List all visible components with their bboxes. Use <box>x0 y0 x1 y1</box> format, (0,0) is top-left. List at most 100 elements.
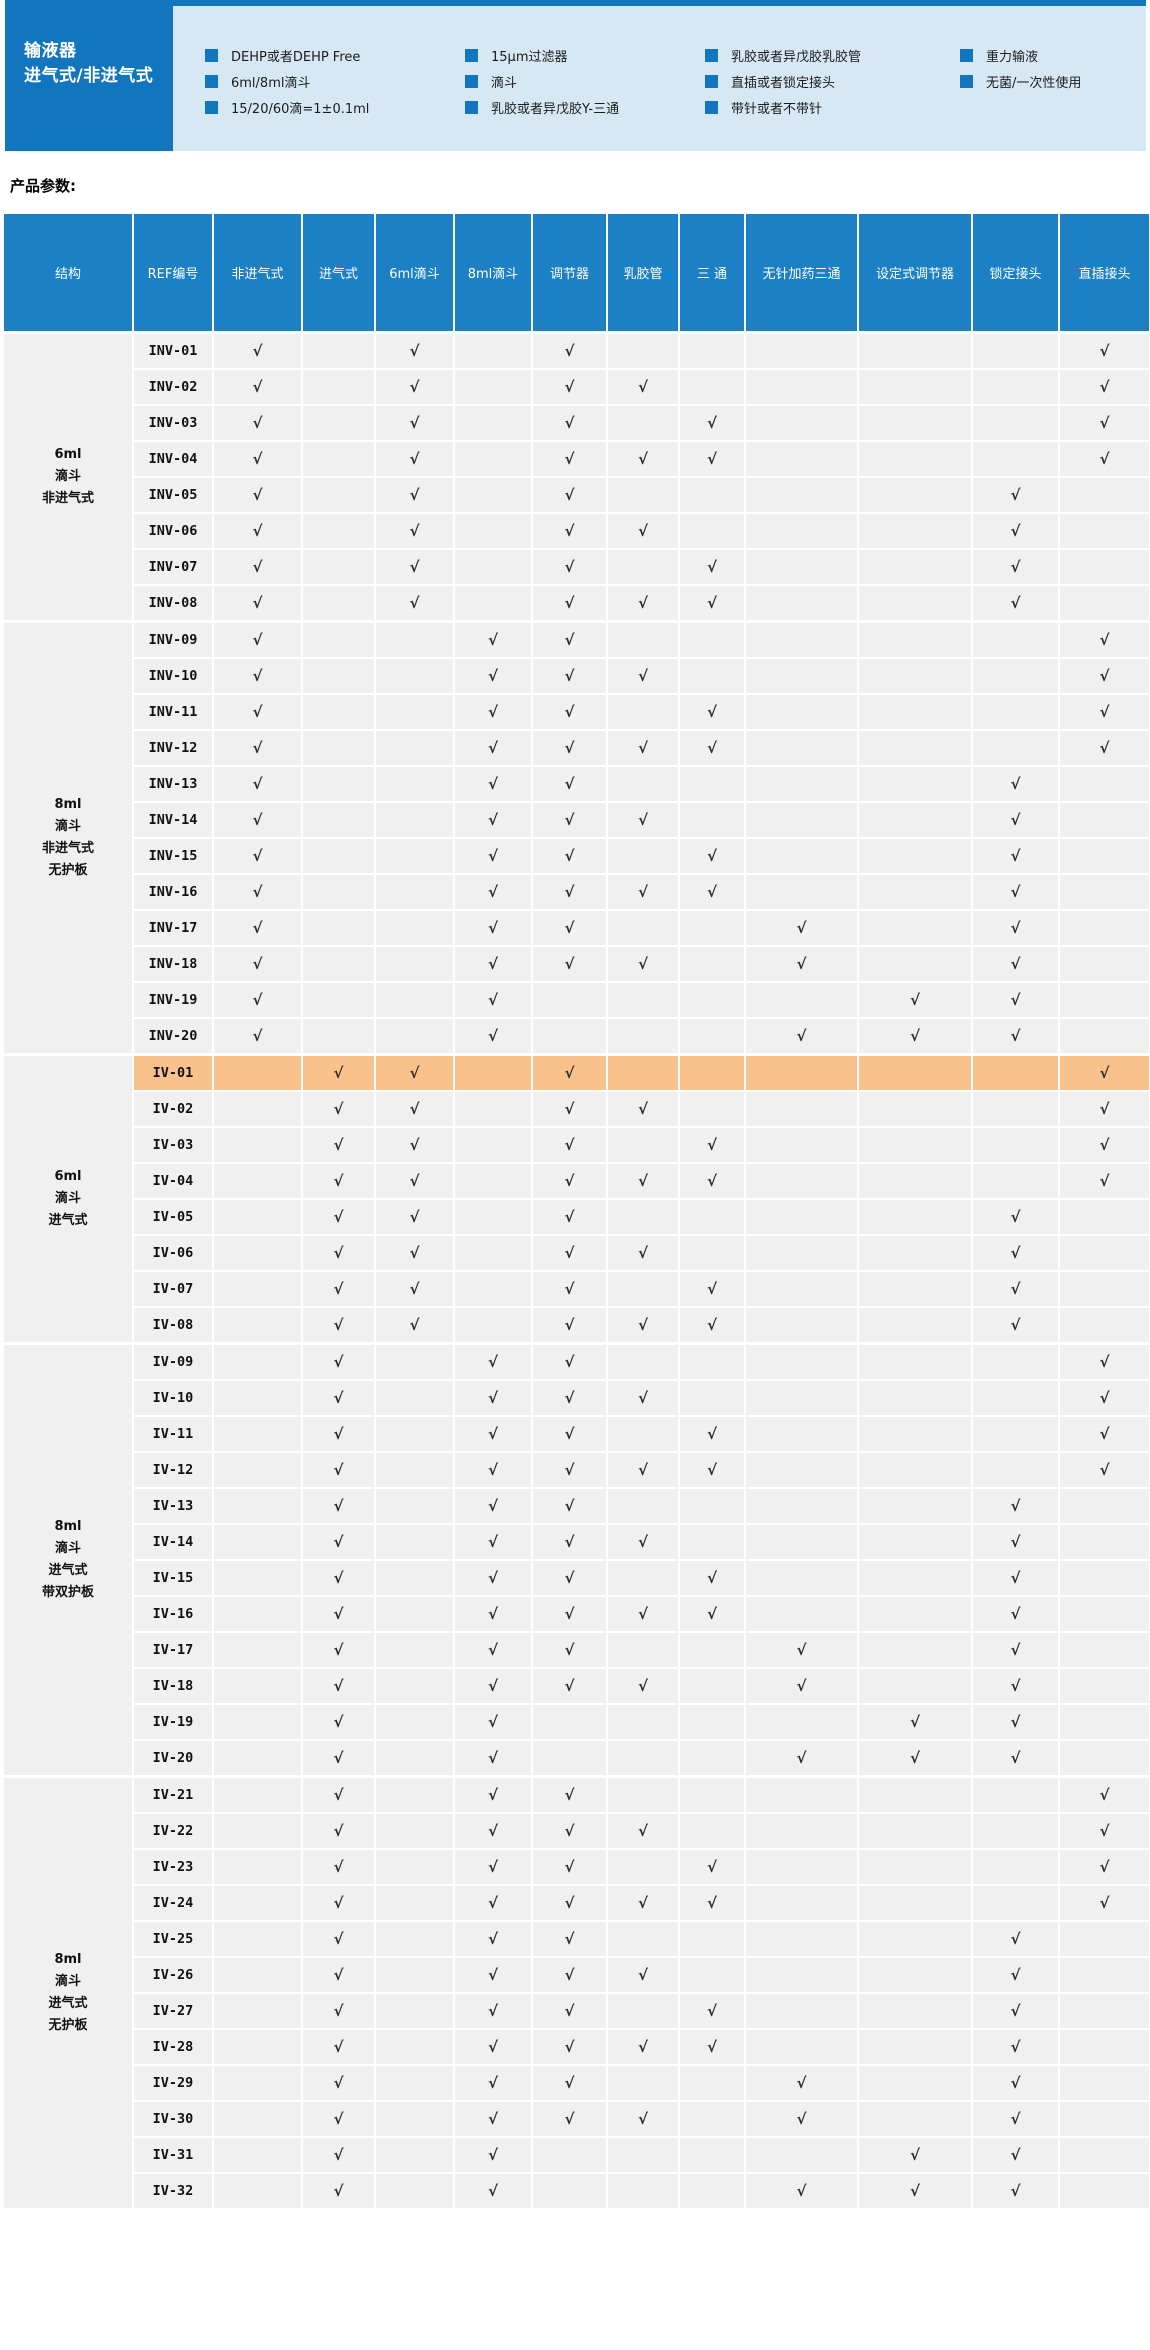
check-cell <box>212 2064 303 2102</box>
check-cell: √ <box>453 909 533 947</box>
bullet-square-icon <box>465 74 478 88</box>
table-row: IV-05 √ √ √ √ <box>3 1198 1150 1236</box>
check-cell: √ <box>744 1667 859 1705</box>
check-cell <box>301 404 376 442</box>
check-cell <box>744 765 859 803</box>
check-cell <box>453 1126 533 1164</box>
check-cell <box>212 1090 303 1128</box>
check-cell: √ <box>374 331 455 370</box>
check-cell <box>1058 1920 1150 1958</box>
feature-item: 6ml/8ml滴斗 <box>205 68 369 94</box>
check-cell <box>744 693 859 731</box>
check-cell: √ <box>531 1053 608 1092</box>
check-cell <box>857 1884 973 1922</box>
check-cell: √ <box>1058 1342 1150 1381</box>
ref-cell: INV-18 <box>132 945 214 983</box>
check-cell: √ <box>531 1234 608 1272</box>
check-cell <box>453 584 533 623</box>
check-cell <box>857 404 973 442</box>
check-cell <box>744 1053 859 1092</box>
check-cell <box>857 1920 973 1958</box>
check-cell <box>744 404 859 442</box>
check-cell <box>531 2172 608 2210</box>
ref-cell: IV-11 <box>132 1415 214 1453</box>
check-cell <box>744 1126 859 1164</box>
check-cell: √ <box>531 1920 608 1958</box>
check-cell: √ <box>678 1162 746 1200</box>
check-cell <box>374 1739 455 1778</box>
check-cell <box>374 1595 455 1633</box>
check-cell: √ <box>744 2064 859 2102</box>
check-cell: √ <box>1058 729 1150 767</box>
check-cell: √ <box>453 2136 533 2174</box>
ref-cell: IV-15 <box>132 1559 214 1597</box>
column-header: 结构 <box>2 212 134 334</box>
check-cell: √ <box>212 909 303 947</box>
check-cell <box>1058 1306 1150 1345</box>
check-cell <box>301 1017 376 1056</box>
ref-cell: IV-08 <box>132 1306 214 1345</box>
check-cell: √ <box>971 765 1060 803</box>
check-cell <box>744 1090 859 1128</box>
check-cell: √ <box>971 801 1060 839</box>
check-cell: √ <box>301 2172 376 2210</box>
check-cell: √ <box>744 1631 859 1669</box>
check-cell <box>606 2136 680 2174</box>
check-cell <box>857 440 973 478</box>
check-cell <box>606 1487 680 1525</box>
check-cell: √ <box>531 1992 608 2030</box>
table-row: IV-12 √ √ √ √ √ √ <box>3 1451 1150 1489</box>
check-cell <box>857 2100 973 2138</box>
check-cell <box>971 1090 1060 1128</box>
check-cell: √ <box>971 981 1060 1019</box>
feature-item: 带针或者不带针 <box>705 94 861 120</box>
check-cell: √ <box>374 1306 455 1345</box>
check-cell: √ <box>301 1667 376 1705</box>
check-cell: √ <box>374 1234 455 1272</box>
ref-cell: IV-07 <box>132 1270 214 1308</box>
check-cell: √ <box>531 1956 608 1994</box>
check-cell: √ <box>301 1234 376 1272</box>
column-header: 进气式 <box>301 212 376 334</box>
header-body: 输液器 进气式/非进气式 DEHP或者DEHP Free 6ml/8ml滴斗 15/… <box>5 6 1146 151</box>
check-cell: √ <box>678 1884 746 1922</box>
check-cell <box>212 1848 303 1886</box>
check-cell: √ <box>212 765 303 803</box>
check-cell: √ <box>531 1523 608 1561</box>
check-cell <box>374 657 455 695</box>
check-cell: √ <box>301 1053 376 1092</box>
check-cell: √ <box>301 1920 376 1958</box>
check-cell <box>1058 1992 1150 2030</box>
table-row: IV-11 √ √ √ √ √ <box>3 1415 1150 1453</box>
check-cell: √ <box>531 1270 608 1308</box>
check-cell: √ <box>453 657 533 695</box>
check-cell: √ <box>453 1667 533 1705</box>
check-cell <box>453 1198 533 1236</box>
check-cell: √ <box>301 1956 376 1994</box>
check-cell: √ <box>606 801 680 839</box>
check-cell <box>301 729 376 767</box>
check-cell: √ <box>606 657 680 695</box>
check-cell <box>678 512 746 550</box>
check-cell <box>744 368 859 406</box>
table-row: IV-07 √ √ √ √ √ <box>3 1270 1150 1308</box>
check-cell: √ <box>453 1451 533 1489</box>
feature-item: 直插或者锁定接头 <box>705 68 861 94</box>
ref-cell: INV-20 <box>132 1017 214 1056</box>
check-cell: √ <box>374 1198 455 1236</box>
check-cell: √ <box>453 873 533 911</box>
check-cell: √ <box>531 1415 608 1453</box>
check-cell <box>744 1306 859 1345</box>
check-cell <box>606 1198 680 1236</box>
check-cell: √ <box>531 1198 608 1236</box>
check-cell <box>301 801 376 839</box>
check-cell: √ <box>301 1126 376 1164</box>
check-cell: √ <box>301 1884 376 1922</box>
check-cell: √ <box>971 1667 1060 1705</box>
check-cell <box>1058 765 1150 803</box>
check-cell: √ <box>971 2136 1060 2174</box>
check-cell <box>531 1739 608 1778</box>
check-cell: √ <box>212 873 303 911</box>
check-cell <box>971 331 1060 370</box>
table-row: INV-12 √ √ √ √ √ √ <box>3 729 1150 767</box>
